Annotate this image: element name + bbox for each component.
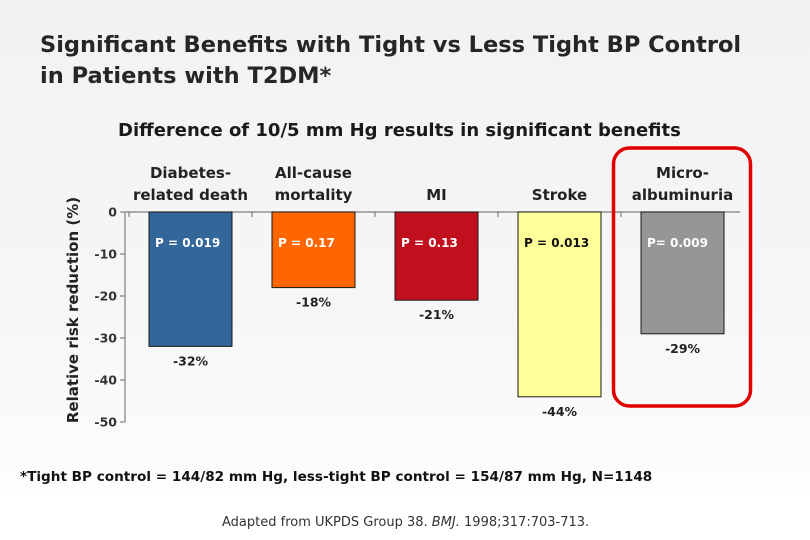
bar — [394, 211, 479, 301]
chart-subtitle: Difference of 10/5 mm Hg results in sign… — [118, 120, 681, 141]
y-tick-label: -50 — [94, 415, 117, 430]
category-label-line-1: Micro- — [656, 164, 709, 182]
p-value-label: P = 0.019 — [155, 236, 220, 250]
value-label: -21% — [419, 307, 455, 322]
category-label-line-2: related death — [133, 186, 248, 204]
value-label: -32% — [173, 353, 209, 368]
category-label-line-1: All-cause — [275, 164, 352, 182]
highlight-box — [611, 146, 753, 408]
y-tick-label: -40 — [94, 373, 117, 388]
y-tick-label: -20 — [94, 289, 117, 304]
citation-journal: BMJ. — [431, 515, 460, 530]
citation-suffix: 1998;317:703-713. — [459, 515, 590, 530]
value-label: -18% — [296, 295, 332, 310]
citation: Adapted from UKPDS Group 38. BMJ. 1998;3… — [222, 515, 589, 530]
category-label-line-2: Stroke — [532, 186, 587, 204]
footnote: *Tight BP control = 144/82 mm Hg, less-t… — [20, 469, 653, 485]
y-tick-label: -30 — [94, 331, 117, 346]
bar — [148, 211, 233, 347]
bar — [517, 211, 602, 398]
y-tick-label: 0 — [108, 205, 117, 220]
y-axis-label: Relative risk reduction (%) — [64, 197, 82, 423]
value-label: -29% — [665, 341, 701, 356]
p-value-label: P = 0.13 — [401, 236, 458, 250]
p-value-label: P= 0.009 — [647, 236, 708, 250]
slide-title-line-2: in Patients with T2DM* — [40, 63, 332, 89]
bar — [271, 211, 356, 289]
category-label-line-2: mortality — [275, 186, 353, 204]
citation-prefix: Adapted from UKPDS Group 38. — [222, 515, 432, 530]
category-label-line-1: Diabetes- — [150, 164, 231, 182]
p-value-label: P = 0.013 — [524, 236, 589, 250]
value-label: -44% — [542, 404, 578, 419]
category-label-line-2: MI — [426, 186, 447, 204]
p-value-label: P = 0.17 — [278, 236, 335, 250]
bar — [640, 211, 725, 335]
y-tick-label: -10 — [94, 247, 117, 262]
slide-title-line-1: Significant Benefits with Tight vs Less … — [40, 32, 742, 58]
footer-band — [0, 490, 810, 540]
category-label-line-2: albuminuria — [632, 186, 733, 204]
slide-title: Significant Benefits with Tight vs Less … — [40, 30, 780, 92]
